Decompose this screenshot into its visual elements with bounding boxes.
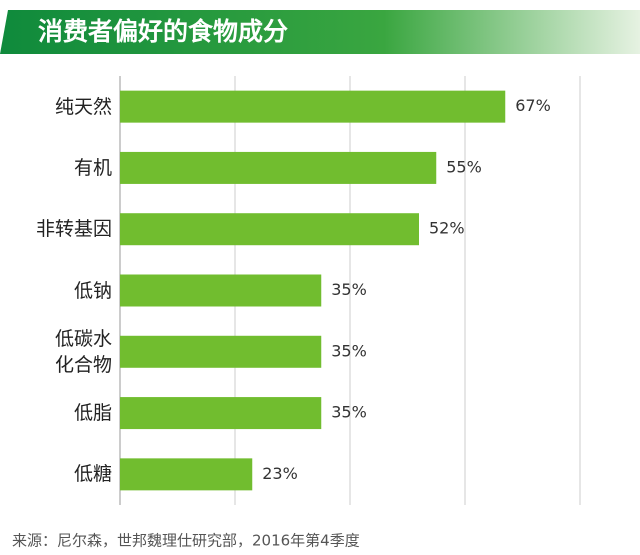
chart-title: 消费者偏好的食物成分 <box>38 17 288 46</box>
source-note: 来源：尼尔森，世邦魏理仕研究部，2016年第4季度 <box>12 532 360 550</box>
value-label: 52% <box>429 219 465 238</box>
value-label: 35% <box>331 280 367 299</box>
value-label: 35% <box>331 341 367 360</box>
category-label: 有机 <box>73 156 112 179</box>
category-label: 低脂 <box>73 402 112 425</box>
bar <box>120 458 253 491</box>
bar <box>120 90 506 123</box>
category-label: 低钠 <box>73 279 112 302</box>
category-label: 非转基因 <box>35 218 112 241</box>
value-label: 23% <box>262 464 298 483</box>
category-label: 低碳水化合物 <box>54 327 112 376</box>
bar <box>120 151 437 184</box>
value-label: 67% <box>515 96 551 115</box>
bar <box>120 213 419 246</box>
bar <box>120 397 322 430</box>
value-label: 55% <box>446 157 482 176</box>
bar <box>120 274 322 307</box>
bar <box>120 335 322 368</box>
title-banner <box>0 10 640 54</box>
value-label: 35% <box>331 403 367 422</box>
category-label: 纯天然 <box>54 95 112 118</box>
category-label: 低糖 <box>73 463 112 486</box>
